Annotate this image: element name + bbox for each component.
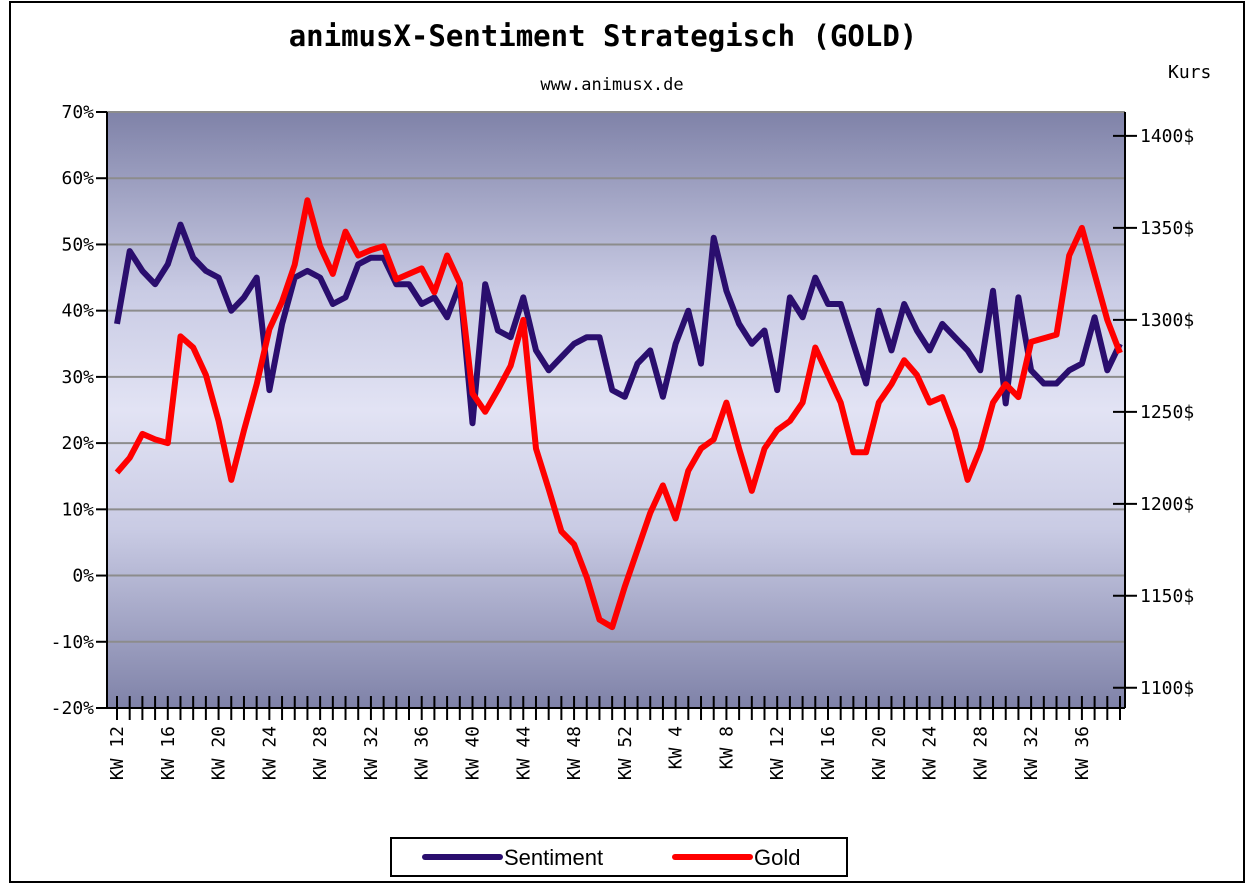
y2-tick-label: 1350$ <box>1140 218 1194 239</box>
y-tick-label: 30% <box>61 367 94 388</box>
x-tick-label: KW 24 <box>259 726 280 780</box>
x-tick-label: KW 28 <box>970 726 991 780</box>
x-tick-label: KW 44 <box>513 726 534 780</box>
x-tick-label: KW 20 <box>869 726 890 780</box>
chart-title: animusX-Sentiment Strategisch (GOLD) <box>289 19 918 53</box>
x-tick-label: KW 24 <box>920 726 941 780</box>
legend-box <box>390 837 848 877</box>
y-tick-label: 10% <box>61 499 94 520</box>
x-tick-label: KW 32 <box>361 726 382 780</box>
x-tick-label: KW 36 <box>1072 726 1093 780</box>
x-tick-label: KW 32 <box>1021 726 1042 780</box>
x-tick-label: KW 48 <box>564 726 585 780</box>
x-tick-label: KW 40 <box>462 726 483 780</box>
y2-tick-label: 1100$ <box>1140 678 1194 699</box>
series <box>114 197 1123 631</box>
y2-tick-label: 1400$ <box>1140 126 1194 147</box>
y-tick-label: 0% <box>72 566 94 587</box>
x-tick-label: KW 52 <box>615 726 636 780</box>
x-tick-label: KW 20 <box>209 726 230 780</box>
y-tick-label: 60% <box>61 168 94 189</box>
y-tick-label: 20% <box>61 433 94 454</box>
y-tick-label: 40% <box>61 301 94 322</box>
y-tick-label: 50% <box>61 234 94 255</box>
x-tick-label: KW 4 <box>666 726 687 769</box>
y-tick-label: -10% <box>51 632 95 653</box>
series-line <box>114 197 1123 631</box>
frame <box>9 1 1245 883</box>
chart-subtitle: www.animusx.de <box>540 75 683 95</box>
x-tick-label: KW 12 <box>767 726 788 780</box>
y2-tick-label: 1200$ <box>1140 494 1194 515</box>
y-tick-label: 70% <box>61 102 94 123</box>
x-tick-label: KW 12 <box>107 726 128 780</box>
y2-tick-label: 1300$ <box>1140 310 1194 331</box>
x-tick-label: KW 16 <box>158 726 179 780</box>
y2-tick-label: 1150$ <box>1140 586 1194 607</box>
x-tick-label: KW 36 <box>412 726 433 780</box>
y-tick-label: -20% <box>51 698 95 719</box>
x-tick-label: KW 28 <box>310 726 331 780</box>
legend: Sentiment Gold <box>390 837 848 877</box>
y2-tick-label: 1250$ <box>1140 402 1194 423</box>
x-tick-label: KW 16 <box>818 726 839 780</box>
y2-axis-label: Kurs <box>1168 62 1211 83</box>
legend-label: Sentiment <box>504 845 603 870</box>
legend-label: Gold <box>754 845 800 870</box>
grid: -20% -10% 0% 10% 20% 30% 40% 50% 60% 70% 1100$ 1150… <box>51 102 1195 780</box>
series-line <box>114 221 1123 427</box>
x-tick-label: KW 8 <box>716 726 737 769</box>
